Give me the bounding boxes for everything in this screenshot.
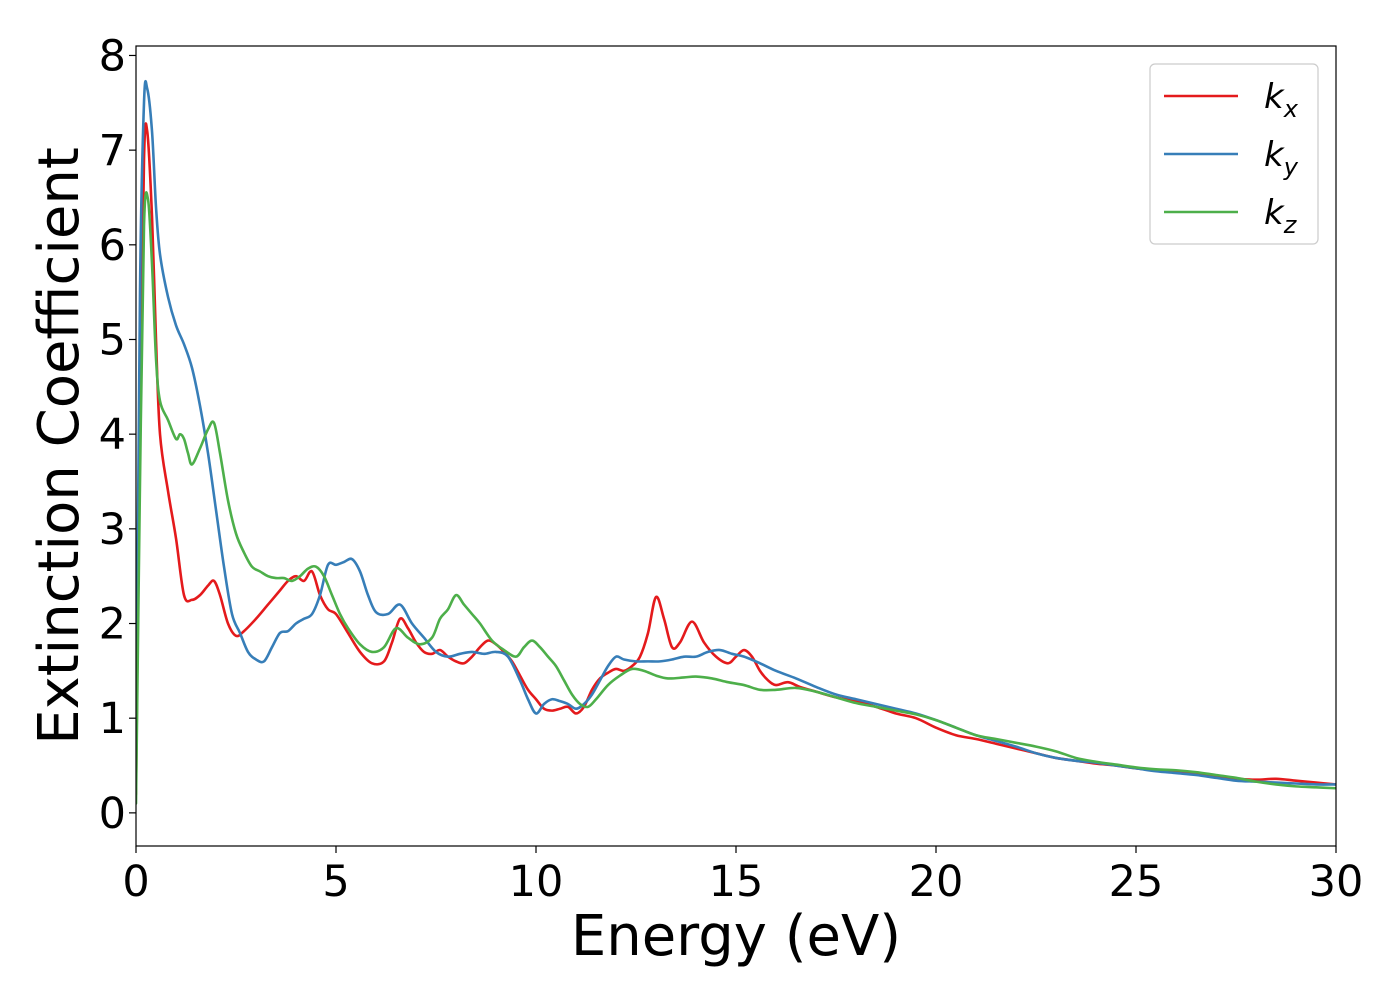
plot-frame [135,45,1337,847]
y-tick-label: 6 [99,221,126,271]
legend-label-main: k [1264,77,1285,117]
x-tick-label: 25 [1109,857,1164,907]
x-tick-label: 15 [709,857,764,907]
legend-label-y: ky [1264,135,1299,181]
y-tick-label: 7 [99,126,126,176]
legend-label-z: kz [1264,193,1298,239]
series-line-x [136,122,1336,796]
x-tick-label: 30 [1309,857,1364,907]
x-tick-label: 10 [509,857,564,907]
x-tick-label: 20 [909,857,964,907]
legend-label-main: k [1264,135,1285,175]
series-layer [136,79,1336,805]
y-tick-label: 4 [99,410,126,460]
x-axis: 0 5 10 15 20 25 30 [122,846,1363,907]
y-tick-label: 0 [99,789,126,839]
series-line-z [136,191,1336,805]
legend-label-main: k [1264,193,1285,233]
y-tick-label: 3 [99,505,126,555]
x-axis-title: Energy (eV) [571,904,901,969]
x-tick-label: 5 [322,857,349,907]
y-tick-label: 5 [99,315,126,365]
legend-label-subscript: y [1283,153,1299,181]
y-axis: 0 1 2 3 4 5 6 7 8 [99,31,136,839]
series-line-y [136,79,1336,786]
legend-label-x: kx [1264,77,1299,123]
legend-label-subscript: x [1283,95,1299,123]
y-tick-label: 2 [99,600,126,650]
y-tick-label: 1 [99,694,126,744]
y-axis-title: Extinction Coefficient [27,147,92,745]
y-tick-label: 8 [99,31,126,81]
legend-label-subscript: z [1283,211,1298,239]
x-tick-label: 0 [122,857,149,907]
